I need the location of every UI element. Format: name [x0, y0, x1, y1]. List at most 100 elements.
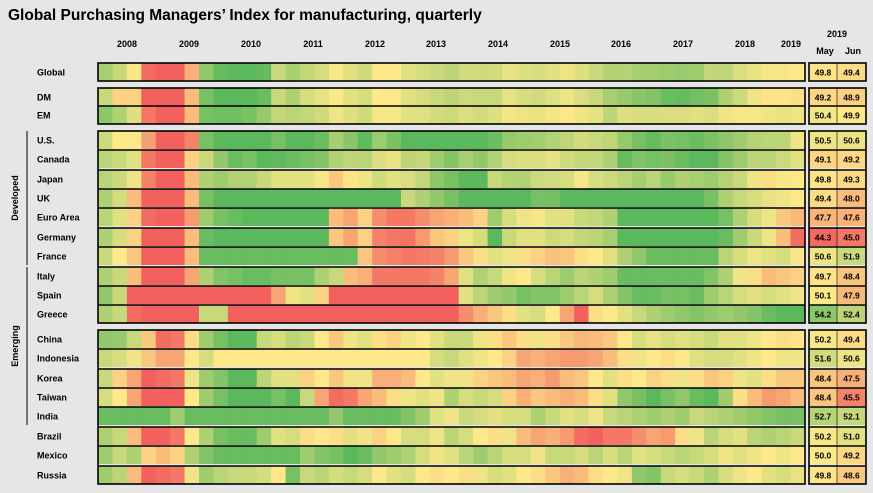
- heat-cell-indonesia-12: [271, 349, 287, 367]
- heat-cell-brazil-19: [372, 427, 388, 445]
- heat-cell-greece-4: [155, 305, 171, 323]
- heat-cell-euro-area-27: [487, 208, 503, 226]
- heat-cell-germany-28: [502, 228, 518, 246]
- heat-cell-spain-46: [761, 286, 777, 304]
- heat-cell-global-19: [372, 63, 388, 81]
- heat-cell-taiwan-36: [617, 388, 633, 406]
- heat-cell-u-s--30: [530, 131, 546, 149]
- heat-cell-spain-41: [689, 286, 705, 304]
- heat-cell-u-s--22: [415, 131, 431, 149]
- heat-cell-canada-19: [372, 150, 388, 168]
- heat-cell-indonesia-46: [761, 349, 777, 367]
- heat-cell-u-s--17: [343, 131, 359, 149]
- heat-cell-china-40: [675, 330, 691, 348]
- latest-cell-taiwan-may: [809, 388, 837, 406]
- heat-cell-korea-1: [112, 369, 128, 387]
- heat-cell-germany-18: [357, 228, 373, 246]
- heat-cell-taiwan-29: [516, 388, 532, 406]
- heat-cell-spain-11: [256, 286, 272, 304]
- latest-cell-uk-jun: [837, 189, 866, 207]
- heat-cell-china-9: [227, 330, 243, 348]
- latest-cell-china-may: [809, 330, 837, 348]
- year-label-2008: 2008: [117, 39, 137, 49]
- latest-cell-brazil-may: [809, 427, 837, 445]
- heat-cell-russia-9: [227, 466, 243, 484]
- heat-cell-germany-20: [386, 228, 402, 246]
- heat-cell-uk-45: [747, 189, 763, 207]
- heat-cell-france-45: [747, 247, 763, 265]
- heat-cell-japan-38: [646, 170, 662, 188]
- latest-value-germany-jun: 45.0: [843, 233, 860, 243]
- heat-cell-mexico-47: [776, 446, 792, 464]
- heat-cell-taiwan-34: [588, 388, 604, 406]
- heat-cell-russia-43: [718, 466, 734, 484]
- heat-cell-u-s--41: [689, 131, 705, 149]
- heat-cell-india-4: [155, 407, 171, 425]
- heat-cell-japan-8: [213, 170, 229, 188]
- heat-cell-greece-39: [660, 305, 676, 323]
- heat-cell-em-32: [559, 106, 575, 124]
- latest-month-label-may: May: [816, 46, 834, 56]
- heat-cell-russia-13: [285, 466, 301, 484]
- heat-cell-france-27: [487, 247, 503, 265]
- heat-cell-mexico-43: [718, 446, 734, 464]
- heat-cell-greece-5: [170, 305, 186, 323]
- heat-cell-germany-5: [170, 228, 186, 246]
- latest-value-france-may: 50.6: [815, 252, 832, 262]
- heat-cell-indonesia-38: [646, 349, 662, 367]
- heat-cell-taiwan-1: [112, 388, 128, 406]
- heat-cell-russia-46: [761, 466, 777, 484]
- heat-cell-uk-22: [415, 189, 431, 207]
- heat-cell-canada-8: [213, 150, 229, 168]
- heat-cell-euro-area-17: [343, 208, 359, 226]
- heat-cell-mexico-3: [141, 446, 157, 464]
- heat-cell-japan-2: [126, 170, 142, 188]
- heat-cell-greece-45: [747, 305, 763, 323]
- heat-cell-russia-14: [300, 466, 316, 484]
- heat-cell-brazil-43: [718, 427, 734, 445]
- heat-cell-china-2: [126, 330, 142, 348]
- heat-cell-indonesia-29: [516, 349, 532, 367]
- heat-cell-germany-43: [718, 228, 734, 246]
- row-label-russia: Russia: [37, 471, 68, 481]
- heat-cell-em-44: [732, 106, 748, 124]
- heat-cell-indonesia-44: [732, 349, 748, 367]
- heat-cell-spain-23: [429, 286, 445, 304]
- heat-cell-global-14: [300, 63, 316, 81]
- heat-cell-india-35: [603, 407, 619, 425]
- heat-cell-dm-21: [401, 88, 417, 106]
- heat-cell-canada-9: [227, 150, 243, 168]
- heat-cell-france-6: [184, 247, 200, 265]
- heat-cell-uk-14: [300, 189, 316, 207]
- heat-cell-china-43: [718, 330, 734, 348]
- heat-cell-taiwan-19: [372, 388, 388, 406]
- heat-cell-greece-22: [415, 305, 431, 323]
- heat-cell-china-47: [776, 330, 792, 348]
- row-label-u-s-: U.S.: [37, 136, 55, 146]
- group-label-emerging: Emerging: [10, 325, 20, 367]
- latest-cell-uk-may: [809, 189, 837, 207]
- heat-cell-germany-34: [588, 228, 604, 246]
- heat-cell-dm-23: [429, 88, 445, 106]
- heat-cell-india-33: [574, 407, 590, 425]
- heat-cell-euro-area-5: [170, 208, 186, 226]
- row-label-greece: Greece: [37, 310, 68, 320]
- heat-cell-global-32: [559, 63, 575, 81]
- heat-cell-korea-43: [718, 369, 734, 387]
- heat-cell-dm-11: [256, 88, 272, 106]
- heat-cell-indonesia-41: [689, 349, 705, 367]
- heat-cell-france-17: [343, 247, 359, 265]
- heat-cell-dm-9: [227, 88, 243, 106]
- heat-cell-em-17: [343, 106, 359, 124]
- heat-cell-germany-32: [559, 228, 575, 246]
- heat-cell-taiwan-27: [487, 388, 503, 406]
- heat-cell-france-47: [776, 247, 792, 265]
- heat-cell-france-37: [631, 247, 647, 265]
- heat-cell-brazil-4: [155, 427, 171, 445]
- heat-cell-indonesia-22: [415, 349, 431, 367]
- heat-cell-spain-43: [718, 286, 734, 304]
- heat-cell-italy-24: [444, 267, 460, 285]
- heat-cell-em-0: [98, 106, 114, 124]
- heat-cell-germany-1: [112, 228, 128, 246]
- heat-cell-china-28: [502, 330, 518, 348]
